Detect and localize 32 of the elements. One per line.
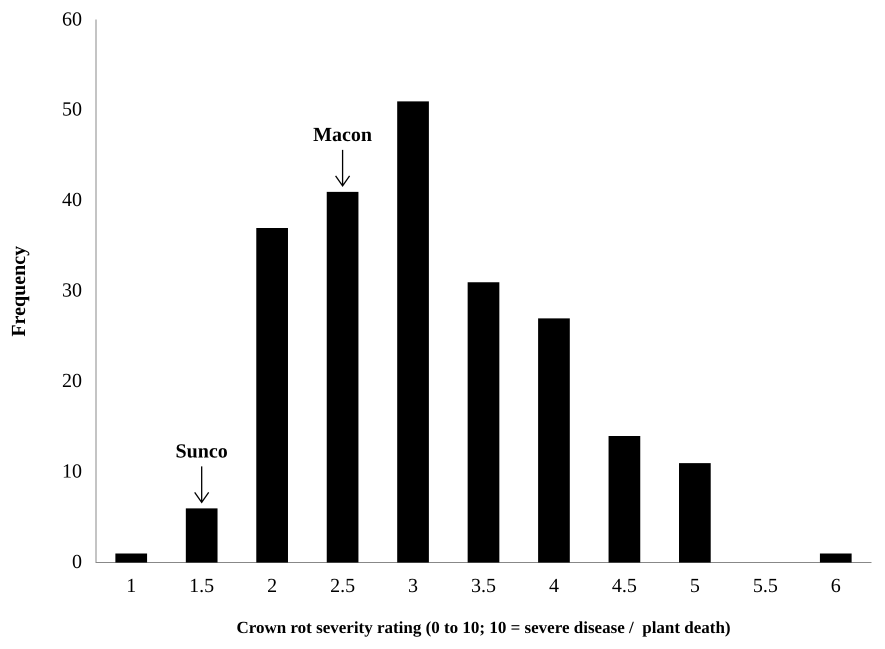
x-tick-label: 5.5: [752, 574, 778, 597]
x-tick-label: 2: [267, 574, 278, 597]
x-axis-title: Crown rot severity rating (0 to 10; 10 = severe disease / plant death): [236, 618, 731, 638]
y-tick-label: 20: [62, 370, 82, 392]
x-tick-label: 2.5: [330, 574, 356, 597]
y-axis-title: Frequency: [8, 246, 30, 337]
y-tick-label: 40: [62, 189, 82, 212]
y-tick-label: 50: [62, 98, 82, 121]
bar: [397, 101, 429, 563]
bar: [468, 282, 500, 563]
annotation: Macon: [313, 124, 372, 146]
annotation: Sunco: [176, 440, 228, 463]
x-tick-label: 5: [690, 574, 700, 597]
bar: [186, 508, 218, 563]
bar: [820, 554, 852, 563]
x-tick-label: 3: [408, 574, 418, 597]
y-tick-label: 0: [72, 550, 82, 573]
y-tick-label: 10: [62, 460, 82, 482]
bar: [326, 192, 358, 563]
bar: [679, 463, 711, 563]
bar: [256, 228, 288, 563]
bar: [538, 318, 570, 563]
x-tick-label: 3.5: [471, 574, 496, 597]
x-tick-label: 1: [126, 574, 136, 597]
x-tick-label: 4.5: [612, 574, 637, 597]
x-tick-label: 6: [830, 574, 841, 597]
y-tick-label: 30: [62, 280, 82, 302]
bar: [608, 436, 640, 563]
x-tick-label: 1.5: [189, 574, 214, 597]
y-tick-label: 60: [62, 8, 82, 30]
x-tick-label: 4: [548, 574, 559, 597]
bar: [115, 554, 148, 563]
